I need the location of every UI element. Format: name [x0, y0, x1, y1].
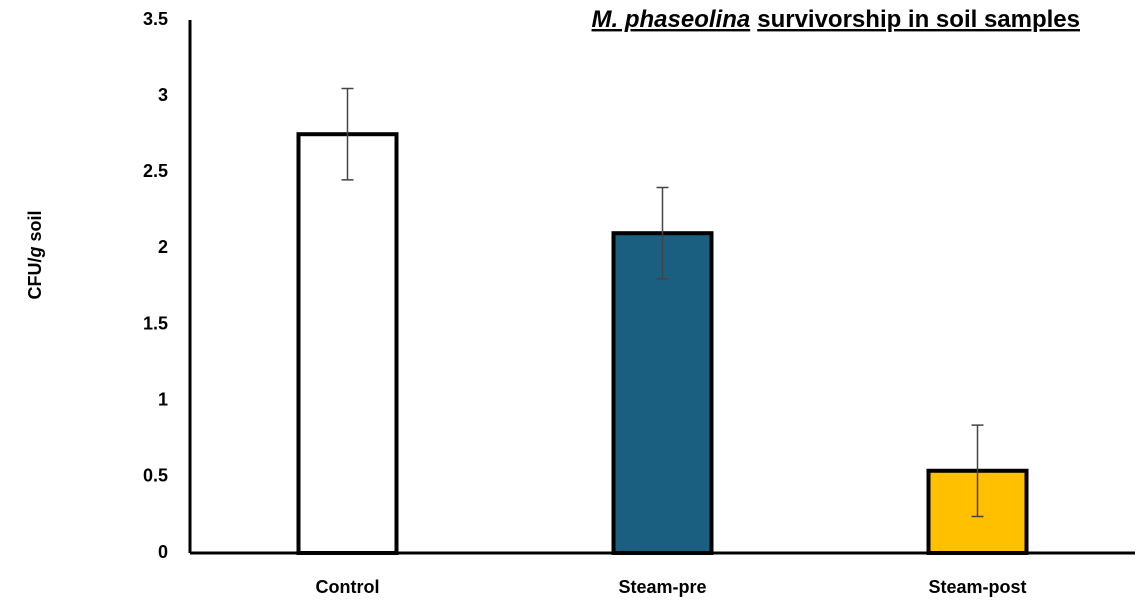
y-tick-label: 2.5 — [143, 161, 168, 181]
bar — [296, 132, 399, 555]
y-tick-label: 1 — [158, 389, 168, 409]
y-label-part: soil — [25, 210, 45, 241]
y-tick-label: 0.5 — [143, 466, 168, 486]
y-label-part: CFU/ — [25, 258, 45, 300]
title-rest: survivorship in soil samples — [757, 6, 1080, 33]
y-tick-label: 3.5 — [143, 9, 168, 29]
y-tick-label: 2 — [158, 237, 168, 257]
x-tick-label: Control — [316, 577, 380, 597]
error-bar — [971, 424, 984, 518]
y-tick-label: 0 — [158, 542, 168, 562]
chart-title: M. phaseolina survivorship in soil sample… — [592, 6, 1080, 33]
x-tick-label: Steam-post — [928, 577, 1026, 597]
y-axis-label: CFU/g soil — [25, 210, 45, 299]
bar — [611, 231, 714, 555]
y-label-italic: g — [25, 247, 45, 259]
error-bar — [341, 87, 354, 181]
title-italic: M. phaseolina — [592, 6, 751, 33]
x-tick-label: Steam-pre — [618, 577, 706, 597]
y-tick-label: 3 — [158, 85, 168, 105]
error-bar — [656, 186, 669, 280]
y-tick-label: 1.5 — [143, 313, 168, 333]
